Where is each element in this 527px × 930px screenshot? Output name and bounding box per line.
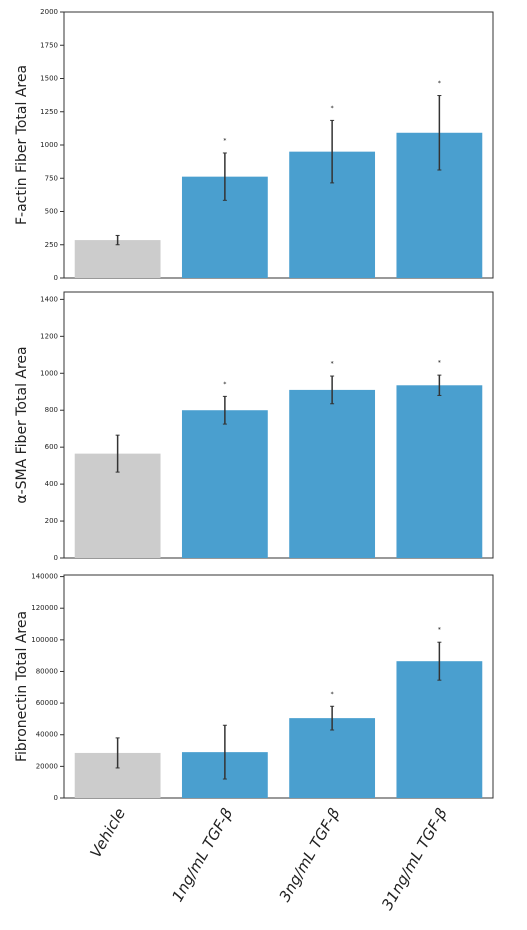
x-tick-label: 31ng/mL TGF-β [378, 805, 451, 914]
bar [289, 389, 376, 558]
significance-marker: * [331, 691, 334, 698]
bar [181, 410, 268, 558]
significance-marker: * [331, 361, 334, 368]
y-tick-label: 1000 [40, 141, 58, 149]
y-tick-label: 1500 [40, 75, 58, 83]
y-tick-label: 500 [45, 208, 58, 216]
y-tick-label: 0 [54, 554, 58, 562]
bar [74, 240, 161, 278]
y-tick-label: 0 [54, 274, 58, 282]
plot-frame [63, 574, 494, 799]
y-tick-label: 400 [45, 480, 58, 488]
y-tick-label: 1400 [40, 295, 58, 303]
y-tick-label: 40000 [36, 731, 58, 739]
plot-frame [63, 291, 494, 559]
x-tick-label: 1ng/mL TGF-β [168, 805, 236, 905]
y-tick-label: 800 [45, 406, 58, 414]
y-tick-label: 1200 [40, 332, 58, 340]
bar [396, 385, 483, 558]
y-tick-label: 0 [54, 794, 58, 802]
y-axis-label: α-SMA Fiber Total Area [14, 346, 30, 503]
y-tick-label: 80000 [36, 667, 58, 675]
x-tick-label: Vehicle [87, 805, 130, 861]
bar [396, 661, 483, 798]
y-tick-label: 2000 [40, 8, 58, 16]
y-tick-label: 20000 [36, 762, 58, 770]
significance-marker: * [438, 627, 441, 634]
significance-marker: * [438, 360, 441, 367]
y-axis-label: F-actin Fiber Total Area [14, 65, 30, 225]
y-tick-label: 120000 [31, 604, 58, 612]
bar [289, 718, 376, 798]
y-tick-label: 1250 [40, 108, 58, 116]
y-tick-label: 750 [45, 174, 58, 182]
significance-marker: * [331, 105, 334, 112]
y-tick-label: 200 [45, 517, 58, 525]
y-tick-label: 140000 [31, 573, 58, 581]
significance-marker: * [438, 80, 441, 87]
y-tick-label: 60000 [36, 699, 58, 707]
y-axis-label: Fibronectin Total Area [14, 611, 30, 762]
y-tick-label: 250 [45, 241, 58, 249]
significance-marker: * [223, 137, 226, 144]
significance-marker: * [223, 381, 226, 388]
y-tick-label: 600 [45, 443, 58, 451]
x-tick-label: 3ng/mL TGF-β [276, 805, 344, 905]
y-tick-label: 100000 [31, 636, 58, 644]
y-tick-label: 1000 [40, 369, 58, 377]
y-tick-label: 1750 [40, 41, 58, 49]
